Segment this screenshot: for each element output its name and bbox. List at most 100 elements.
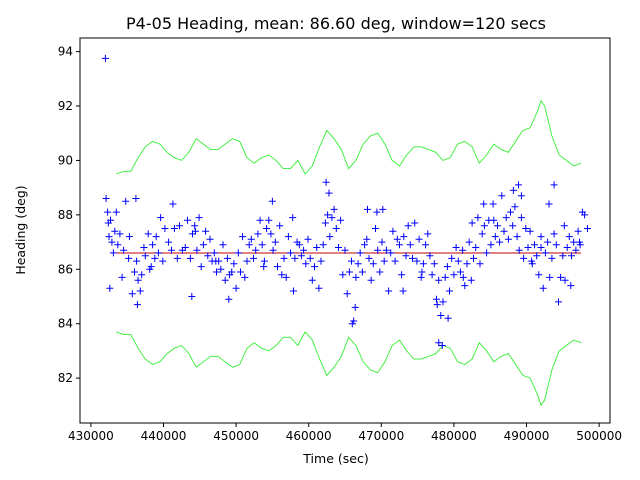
data-point	[524, 244, 532, 251]
data-point	[490, 216, 498, 224]
y-tick-label: 82	[58, 371, 73, 385]
data-point	[348, 320, 356, 328]
data-point	[308, 276, 316, 284]
data-point	[424, 230, 432, 238]
data-point	[325, 189, 333, 197]
x-tick-label: 440000	[141, 429, 187, 443]
data-point	[206, 235, 214, 243]
data-point	[102, 195, 110, 202]
data-point	[399, 287, 407, 295]
chart-title: P4-05 Heading, mean: 86.60 deg, window=1…	[126, 14, 546, 33]
data-point	[552, 241, 560, 249]
data-point	[268, 197, 276, 205]
data-point	[444, 314, 452, 322]
data-point	[184, 216, 191, 224]
data-point	[317, 257, 325, 265]
data-point	[478, 230, 486, 238]
data-point	[191, 222, 199, 230]
data-point	[138, 271, 146, 279]
data-point	[335, 244, 342, 251]
data-point	[476, 260, 484, 268]
data-point	[491, 233, 499, 241]
data-point	[339, 271, 347, 279]
data-point	[134, 276, 142, 284]
x-tick-label: 490000	[504, 429, 550, 443]
data-point	[391, 257, 399, 265]
data-point	[237, 268, 244, 276]
data-point	[289, 214, 297, 222]
x-tick-label: 470000	[358, 429, 404, 443]
data-point	[112, 208, 120, 216]
data-point	[358, 268, 366, 276]
data-point	[260, 257, 268, 265]
data-point	[379, 205, 387, 213]
data-point	[400, 233, 408, 241]
data-point	[263, 225, 271, 232]
data-point	[435, 276, 443, 284]
data-point	[500, 227, 508, 235]
data-point	[245, 241, 253, 249]
data-point	[517, 214, 525, 222]
data-point	[173, 254, 181, 262]
data-point	[101, 54, 109, 62]
data-point	[300, 246, 308, 254]
data-point	[433, 301, 441, 309]
data-point	[114, 241, 122, 249]
data-point	[361, 241, 369, 249]
data-point	[454, 257, 462, 265]
data-point	[128, 290, 136, 298]
data-point	[125, 254, 133, 262]
data-point	[191, 227, 199, 235]
data-point	[108, 238, 116, 246]
data-point	[468, 219, 476, 227]
data-point	[411, 219, 419, 227]
data-point	[193, 246, 201, 254]
data-point	[382, 246, 390, 254]
data-point	[483, 249, 491, 257]
data-point	[204, 252, 212, 260]
data-point	[376, 268, 384, 276]
data-point	[450, 271, 458, 279]
data-point	[284, 233, 292, 241]
data-point	[369, 260, 377, 268]
data-point	[365, 254, 373, 262]
data-point	[297, 252, 305, 260]
y-axis: 82 84 86 88 90 92 94	[58, 45, 80, 385]
y-tick-label: 90	[58, 153, 73, 167]
y-tick-label: 84	[58, 317, 73, 331]
data-point	[513, 233, 521, 241]
data-point	[278, 271, 286, 279]
data-point	[380, 257, 388, 265]
data-point	[435, 339, 443, 347]
data-point	[313, 244, 321, 251]
data-point	[557, 273, 565, 281]
data-point	[315, 284, 323, 292]
data-point	[354, 260, 362, 268]
data-point	[463, 260, 471, 268]
data-point	[417, 273, 425, 281]
data-point	[393, 235, 401, 243]
data-point	[265, 216, 273, 224]
data-point	[188, 293, 196, 300]
data-point	[109, 249, 117, 257]
data-point	[537, 233, 545, 241]
data-point	[550, 181, 558, 189]
data-point	[125, 233, 133, 241]
data-point	[291, 254, 299, 262]
data-point	[428, 271, 436, 279]
data-point	[267, 230, 275, 238]
data-point	[470, 254, 477, 262]
y-tick-label: 94	[58, 45, 73, 59]
data-point	[526, 227, 534, 235]
data-point	[438, 342, 446, 349]
data-point	[311, 263, 318, 271]
x-axis: 430000 440000 450000 460000 470000 480000 4900…	[68, 423, 622, 443]
data-point	[122, 197, 130, 205]
data-point	[131, 268, 138, 276]
data-point	[372, 225, 379, 232]
data-point	[531, 241, 538, 249]
data-point	[157, 214, 165, 222]
data-point	[107, 216, 114, 224]
data-point	[287, 249, 294, 257]
data-point	[439, 298, 447, 306]
